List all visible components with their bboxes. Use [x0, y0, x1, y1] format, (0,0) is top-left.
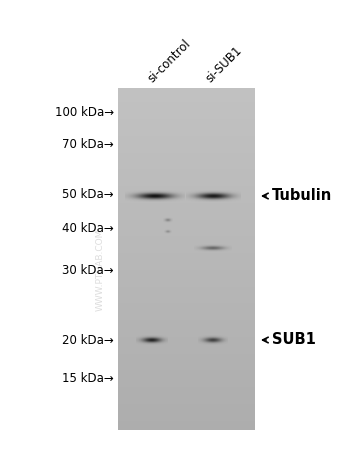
- Text: SUB1: SUB1: [272, 333, 316, 347]
- Text: 20 kDa→: 20 kDa→: [62, 333, 114, 346]
- Text: 15 kDa→: 15 kDa→: [62, 372, 114, 384]
- Text: 50 kDa→: 50 kDa→: [62, 189, 114, 202]
- Text: Tubulin: Tubulin: [272, 189, 332, 203]
- Text: 40 kDa→: 40 kDa→: [62, 221, 114, 234]
- Text: 100 kDa→: 100 kDa→: [55, 107, 114, 120]
- Text: WWW.PTGAB.COM: WWW.PTGAB.COM: [96, 229, 105, 311]
- Text: si-control: si-control: [146, 37, 194, 85]
- Text: 70 kDa→: 70 kDa→: [62, 139, 114, 152]
- Text: si-SUB1: si-SUB1: [204, 44, 245, 85]
- Text: 30 kDa→: 30 kDa→: [62, 264, 114, 276]
